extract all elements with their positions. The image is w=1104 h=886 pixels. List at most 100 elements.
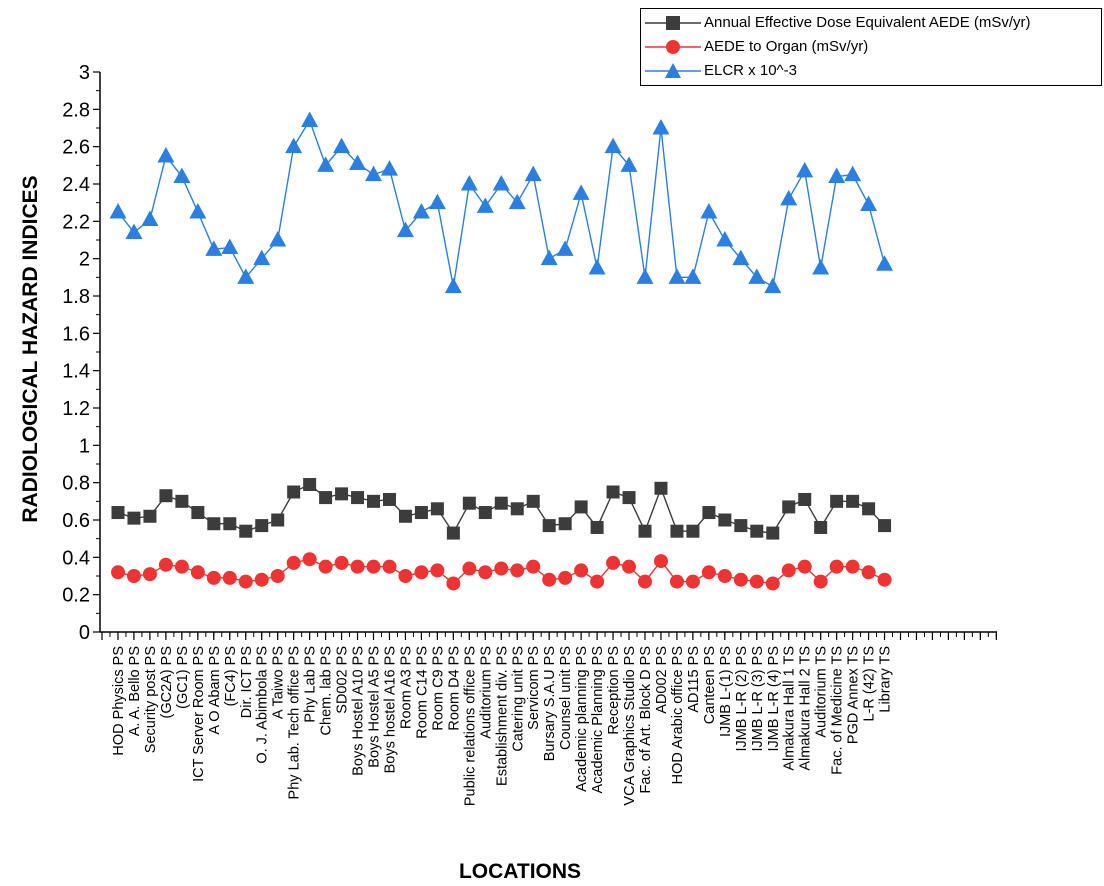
data-point <box>223 517 237 531</box>
data-point <box>319 491 333 505</box>
x-tick-label: Academic Planning PS <box>590 646 606 794</box>
data-point <box>285 137 303 154</box>
data-point <box>127 511 141 525</box>
data-point <box>636 268 654 284</box>
data-point <box>654 481 668 495</box>
data-point <box>221 238 239 254</box>
data-point <box>478 565 493 580</box>
data-point <box>382 559 397 574</box>
data-point <box>460 175 478 191</box>
x-tick-label: (GC1) PS <box>175 646 191 709</box>
x-tick-label: Fac. of Art. Block D PS <box>638 646 654 793</box>
data-point <box>860 195 878 212</box>
y-tick-label: 1.2 <box>62 398 90 420</box>
data-point <box>814 520 828 534</box>
x-tick-label: Canteen PS <box>702 646 718 724</box>
y-tick-label: 2 <box>79 249 90 271</box>
x-tick-label: Auditorium PS <box>478 646 494 739</box>
x-tick-label: O. J. Abimbola PS <box>255 646 271 764</box>
legend-swatch-circle-icon <box>645 40 701 54</box>
data-point <box>668 268 686 284</box>
data-point <box>781 563 796 578</box>
data-point <box>830 494 844 508</box>
data-point <box>189 203 207 219</box>
y-axis-title: RADIOLOGICAL HAZARD INDICES <box>19 175 42 522</box>
data-point <box>444 277 462 294</box>
data-point <box>398 569 413 583</box>
data-point <box>574 500 588 514</box>
data-point <box>430 563 445 578</box>
x-tick-label: Servicom PS <box>526 646 542 730</box>
data-point <box>876 255 894 271</box>
x-tick-label: A. A. Bello PS <box>127 646 143 736</box>
y-tick-label: 3 <box>79 62 90 84</box>
data-point <box>206 570 221 585</box>
x-tick-label: Establishment div. PS <box>494 646 510 786</box>
data-point <box>556 240 574 256</box>
data-point <box>797 559 812 574</box>
data-point <box>254 572 269 587</box>
data-point <box>175 494 189 508</box>
data-point <box>620 156 638 172</box>
data-point <box>286 555 301 570</box>
data-point <box>588 259 606 275</box>
series-0 <box>111 478 892 540</box>
data-point <box>349 154 367 170</box>
x-tick-label: Almakura Hall 2 TS <box>798 646 814 771</box>
legend-entry-elcr: ELCR x 10^-3 <box>641 60 1101 82</box>
data-point <box>462 496 476 510</box>
x-axis-title: LOCATIONS <box>459 860 581 883</box>
data-point <box>526 559 541 574</box>
data-point <box>367 494 381 508</box>
data-point <box>670 524 684 538</box>
data-point <box>430 502 444 516</box>
data-point <box>335 487 349 501</box>
x-tick-label: Chem. lab PS <box>319 646 335 735</box>
x-tick-label: Reception PS <box>606 646 622 735</box>
x-tick-label: Bursary S.A.U PS <box>542 646 558 761</box>
data-point <box>716 231 734 247</box>
data-point <box>765 576 780 591</box>
data-point <box>732 249 750 266</box>
legend-label-elcr: ELCR x 10^-3 <box>704 62 797 79</box>
x-tick-label: Dir. ICT PS <box>239 646 255 718</box>
y-tick-label: 1.8 <box>62 286 90 308</box>
data-point <box>749 574 764 589</box>
data-point <box>222 570 237 585</box>
data-point <box>333 137 351 154</box>
data-point <box>492 175 510 191</box>
data-point <box>126 569 141 583</box>
x-tick-label: Catering unit PS <box>510 646 526 752</box>
data-point <box>748 268 766 284</box>
data-point <box>190 565 205 580</box>
data-point <box>669 574 684 589</box>
x-tick-label: VCA Graphics Studio PS <box>622 646 638 806</box>
data-point <box>159 489 173 503</box>
x-tick-label: Counsel unit PS <box>558 646 574 750</box>
data-point <box>271 513 285 527</box>
axes-layer <box>93 71 997 640</box>
x-tick-label: IJMB L-R (2) PS <box>734 646 750 752</box>
data-point <box>350 559 365 574</box>
data-point <box>494 496 508 510</box>
x-tick-label: IJMB L-R (3) PS <box>750 646 766 752</box>
data-point <box>380 160 398 176</box>
data-point <box>606 485 620 499</box>
data-point <box>542 519 556 533</box>
data-point <box>812 259 830 275</box>
x-tick-label: HOD Physics PS <box>111 646 127 756</box>
data-point <box>846 494 860 508</box>
data-point <box>111 565 125 580</box>
data-point <box>476 197 494 213</box>
data-point <box>191 506 205 520</box>
series-line <box>117 118 886 288</box>
data-point <box>542 572 557 587</box>
data-point <box>798 492 812 506</box>
x-tick-label: SD002 PS <box>335 646 351 714</box>
x-tick-label: L-R (42) TS <box>862 646 878 721</box>
x-tick-label: Public relations office PS <box>462 646 478 806</box>
data-point <box>446 576 461 591</box>
y-tick-label: 2.6 <box>62 137 90 159</box>
data-point <box>861 565 876 580</box>
data-point <box>109 203 127 219</box>
